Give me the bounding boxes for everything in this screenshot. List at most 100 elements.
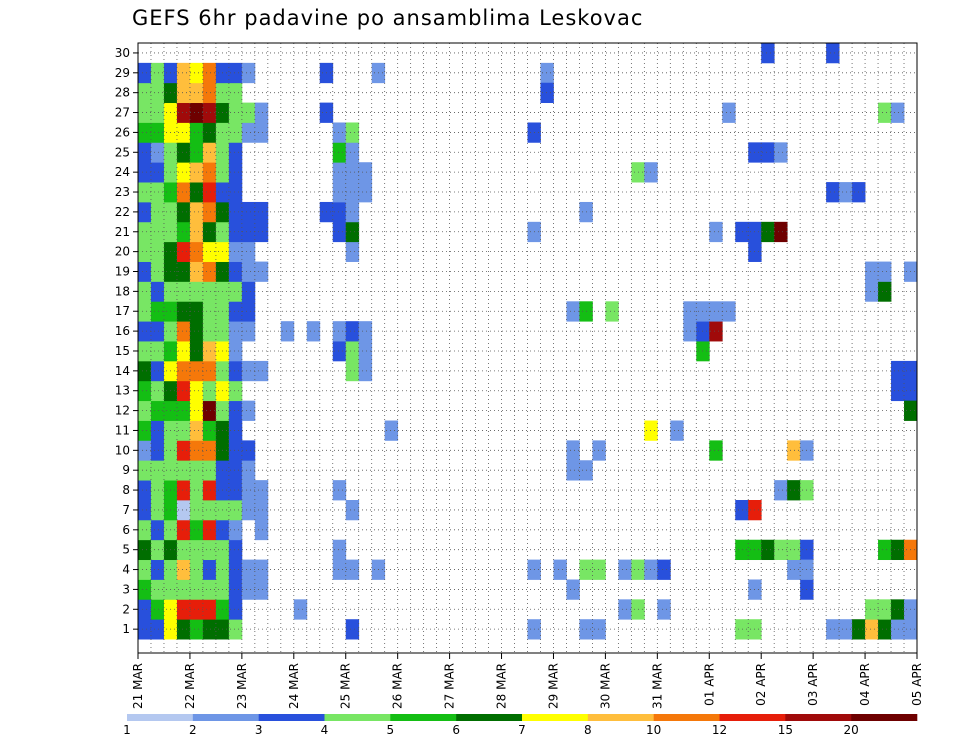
heatmap-cell xyxy=(878,599,892,620)
heatmap-cell xyxy=(228,281,243,302)
heatmap-cell xyxy=(202,579,217,600)
x-tick-label: 25 MAR xyxy=(339,663,353,709)
heatmap-cell xyxy=(202,380,217,402)
heatmap-cell xyxy=(176,261,191,282)
heatmap-cell xyxy=(150,380,165,402)
heatmap-cell xyxy=(228,420,243,441)
heatmap-cell xyxy=(228,321,243,342)
heatmap-cell xyxy=(345,360,360,382)
heatmap-cell xyxy=(138,440,152,461)
y-tick-label: 24 xyxy=(115,165,130,179)
heatmap-cell xyxy=(228,460,243,481)
heatmap-cell xyxy=(176,460,191,481)
heatmap-cell xyxy=(683,301,697,322)
heatmap-cell xyxy=(150,321,165,342)
heatmap-cell xyxy=(332,221,347,243)
heatmap-cell xyxy=(176,599,191,620)
heatmap-cell xyxy=(138,559,152,580)
heatmap-cell xyxy=(254,221,269,243)
heatmap-cell xyxy=(891,360,905,382)
heatmap-cell xyxy=(150,221,165,243)
heatmap-cell xyxy=(138,341,152,362)
legend-label: 7 xyxy=(518,723,526,737)
legend-label: 1 xyxy=(123,723,131,737)
heatmap-cell xyxy=(150,500,165,521)
heatmap-cell xyxy=(189,599,204,620)
heatmap-cell xyxy=(228,519,243,541)
heatmap-cell xyxy=(176,281,191,302)
heatmap-cell xyxy=(228,221,243,243)
heatmap-cell xyxy=(826,182,840,203)
x-tick-label: 05 APR xyxy=(910,663,924,706)
heatmap-cell xyxy=(345,341,360,362)
heatmap-cell xyxy=(891,102,905,123)
heatmap-cell xyxy=(138,519,152,541)
heatmap-cell xyxy=(189,321,204,342)
heatmap-cell xyxy=(189,619,204,640)
heatmap-cell xyxy=(202,400,217,421)
heatmap-cell xyxy=(138,82,152,104)
heatmap-cell xyxy=(683,321,697,342)
heatmap-cell xyxy=(254,261,269,282)
heatmap-cell xyxy=(202,500,217,521)
heatmap-cell xyxy=(228,619,243,640)
legend-label: 3 xyxy=(255,723,263,737)
legend-swatch xyxy=(324,714,391,721)
y-axis-ticks: 1234567891011121314151617181920212223242… xyxy=(115,46,138,636)
y-tick-label: 14 xyxy=(115,364,130,378)
legend-swatch xyxy=(127,714,194,721)
heatmap-cell xyxy=(345,122,360,143)
heatmap-cell xyxy=(345,241,360,262)
heatmap-cell xyxy=(189,539,204,561)
heatmap-cell xyxy=(878,281,892,302)
legend-label: 8 xyxy=(584,723,592,737)
heatmap-cell xyxy=(722,102,736,123)
plot-frame xyxy=(137,42,918,654)
heatmap-cell xyxy=(345,221,360,243)
heatmap-cell xyxy=(761,142,775,163)
heatmap-cell xyxy=(345,162,360,183)
heatmap-cell xyxy=(735,500,749,521)
heatmap-cells xyxy=(138,43,918,640)
heatmap-cell xyxy=(202,102,217,123)
heatmap-cell xyxy=(709,301,723,322)
legend-swatch xyxy=(258,714,325,721)
heatmap-cell xyxy=(228,440,243,461)
heatmap-cell xyxy=(150,480,165,501)
x-tick-label: 02 APR xyxy=(754,663,768,706)
heatmap-cell xyxy=(176,182,191,203)
heatmap-cell xyxy=(150,182,165,203)
x-tick-label: 04 APR xyxy=(858,663,872,706)
heatmap-cell xyxy=(150,241,165,262)
legend-swatch xyxy=(851,714,918,721)
legend-swatch xyxy=(522,714,589,721)
x-tick-label: 21 MAR xyxy=(131,663,145,709)
heatmap-cell xyxy=(189,460,204,481)
heatmap-cell xyxy=(254,201,269,223)
heatmap-cell xyxy=(176,420,191,441)
heatmap-cell xyxy=(358,341,373,362)
heatmap-cell xyxy=(138,201,152,223)
heatmap-cell xyxy=(345,619,360,640)
x-tick-label: 01 APR xyxy=(702,663,716,706)
y-tick-label: 13 xyxy=(115,384,130,398)
heatmap-cell xyxy=(891,599,905,620)
heatmap-cell xyxy=(176,380,191,402)
heatmap-cell xyxy=(228,400,243,421)
heatmap-cell xyxy=(228,261,243,282)
heatmap-cell xyxy=(332,182,347,203)
heatmap-cell xyxy=(202,122,217,143)
heatmap-cell xyxy=(150,341,165,362)
heatmap-cell xyxy=(176,201,191,223)
heatmap-cell xyxy=(189,162,204,183)
heatmap-cell xyxy=(228,82,243,104)
heatmap-cell xyxy=(774,221,788,243)
heatmap-cell xyxy=(592,559,606,580)
heatmap-cell xyxy=(176,221,191,243)
legend-swatch xyxy=(390,714,457,721)
x-tick-label: 03 APR xyxy=(806,663,820,706)
heatmap-cell xyxy=(566,440,580,461)
heatmap-cell xyxy=(228,241,243,262)
heatmap-cell xyxy=(241,221,256,243)
y-tick-label: 23 xyxy=(115,185,130,199)
